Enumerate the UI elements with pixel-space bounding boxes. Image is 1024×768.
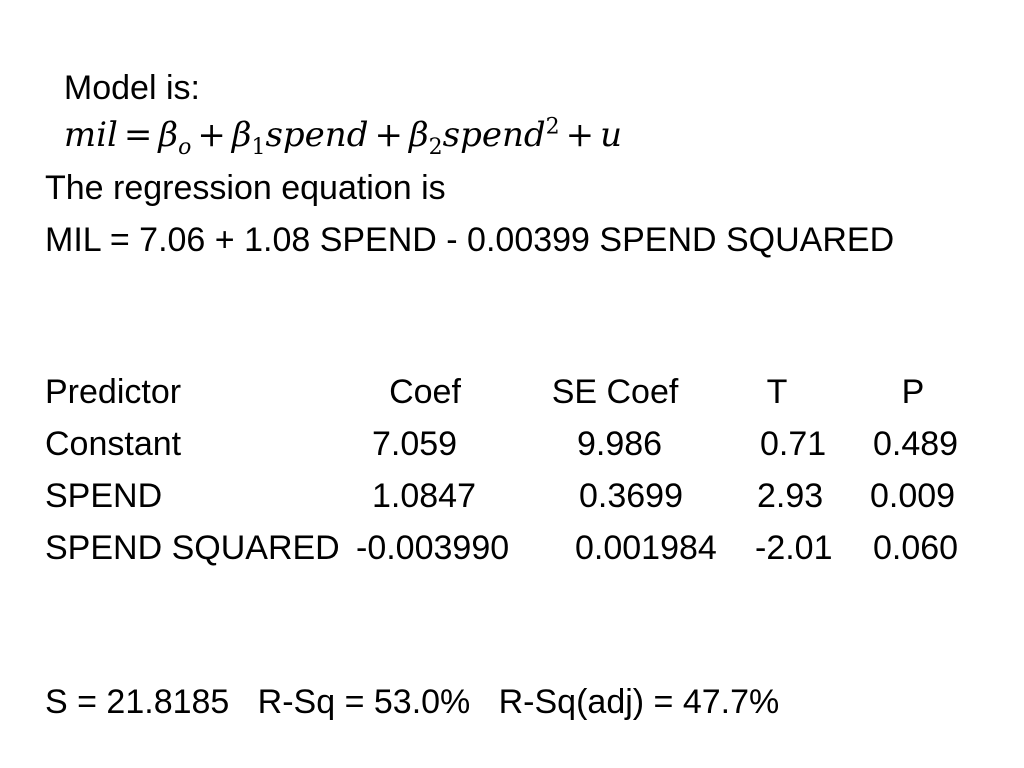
summary-statistics: S = 21.8185 R-Sq = 53.0% R-Sq(adj) = 47.…	[45, 683, 780, 721]
header-predictor: Predictor	[45, 373, 182, 411]
regression-heading: The regression equation is	[45, 169, 446, 207]
row-coef: -0.003990	[356, 529, 510, 567]
row-se-coef: 0.001984	[575, 529, 717, 567]
row-p: 0.489	[873, 425, 959, 463]
row-t: -2.01	[755, 529, 833, 567]
row-p: 0.060	[873, 529, 959, 567]
row-predictor: Constant	[45, 425, 182, 463]
header-coef: Coef	[389, 373, 461, 411]
row-p: 0.009	[870, 477, 956, 515]
row-t: 0.71	[760, 425, 827, 463]
header-t: T	[766, 373, 788, 411]
row-se-coef: 0.3699	[579, 477, 683, 515]
header-p: P	[901, 373, 925, 411]
header-se-coef: SE Coef	[551, 373, 679, 411]
row-coef: 1.0847	[372, 477, 476, 515]
row-predictor: SPEND	[45, 477, 163, 515]
regression-equation: MIL = 7.06 + 1.08 SPEND - 0.00399 SPEND …	[45, 221, 895, 259]
row-predictor: SPEND SQUARED	[45, 529, 340, 567]
model-label: Model is:	[63, 69, 200, 107]
row-se-coef: 9.986	[577, 425, 663, 463]
row-coef: 7.059	[372, 425, 458, 463]
row-t: 2.93	[757, 477, 824, 515]
model-line: Model is: mil = βo + β1spend + β2spend2 + u	[45, 28, 622, 168]
model-equation: mil = βo + β1spend + β2spend2 + u	[63, 115, 623, 161]
